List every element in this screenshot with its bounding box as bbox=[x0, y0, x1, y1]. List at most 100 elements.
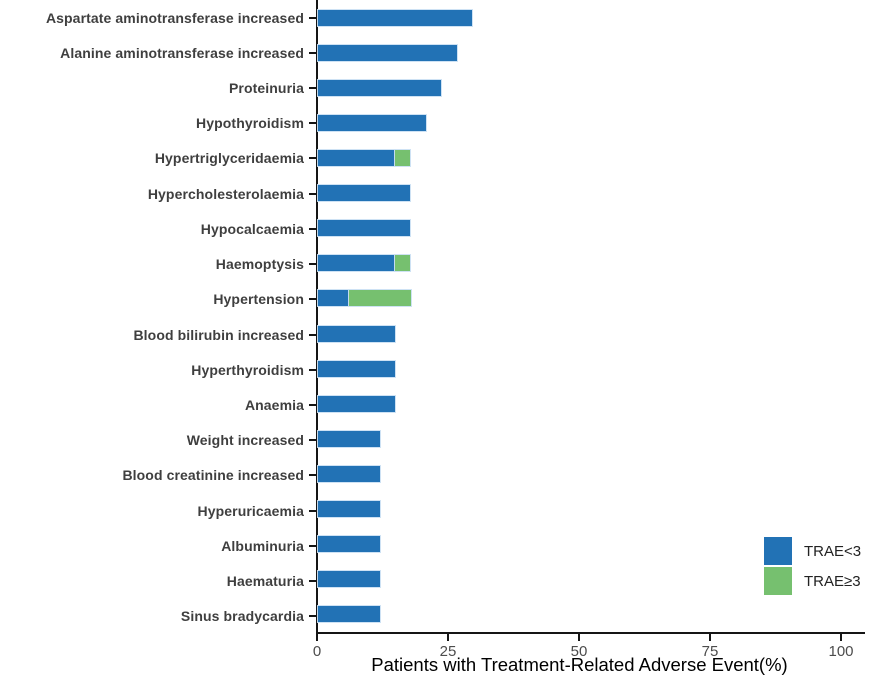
y-tick-mark bbox=[309, 122, 316, 125]
category-row: Aspartate aminotransferase increased bbox=[0, 0, 316, 35]
bar-segment-trae-lt3 bbox=[318, 290, 349, 307]
category-label: Blood bilirubin increased bbox=[133, 326, 304, 343]
y-tick-mark bbox=[309, 333, 316, 336]
bar-segment-trae-lt3 bbox=[318, 149, 395, 166]
category-label: Hypertension bbox=[213, 291, 304, 308]
category-row: Hypertension bbox=[0, 282, 316, 317]
x-tick-label: 0 bbox=[312, 643, 322, 660]
bar-segment-trae-ge3 bbox=[348, 290, 411, 307]
y-tick-mark bbox=[309, 298, 316, 301]
bar-segment-trae-lt3 bbox=[318, 255, 395, 272]
bar-row bbox=[318, 281, 865, 316]
y-tick-mark bbox=[309, 51, 316, 54]
bar-row bbox=[318, 421, 865, 456]
bar-segment-trae-lt3 bbox=[318, 220, 411, 237]
y-tick-mark bbox=[309, 368, 316, 371]
x-axis: 0 25 50 75 100 bbox=[312, 634, 863, 668]
bar-row bbox=[318, 35, 865, 70]
y-tick-mark bbox=[309, 16, 316, 19]
bar-row bbox=[318, 140, 865, 175]
y-tick-mark bbox=[309, 509, 316, 512]
bar-segment-trae-lt3 bbox=[318, 44, 457, 61]
bar-row bbox=[318, 351, 865, 386]
y-tick-mark bbox=[309, 404, 316, 407]
category-label: Sinus bradycardia bbox=[180, 608, 304, 625]
y-tick-mark bbox=[309, 544, 316, 547]
bar-segment-trae-lt3 bbox=[318, 430, 380, 447]
category-label: Alanine aminotransferase increased bbox=[60, 44, 304, 61]
category-row: Hypothyroidism bbox=[0, 106, 316, 141]
category-row: Blood bilirubin increased bbox=[0, 317, 316, 352]
x-axis-title: Patients with Treatment-Related Adverse … bbox=[371, 654, 788, 675]
bar-segment-trae-lt3 bbox=[318, 360, 395, 377]
bar-row bbox=[318, 105, 865, 140]
category-label: Hyperthyroidism bbox=[191, 361, 304, 378]
bar-segment-trae-lt3 bbox=[318, 325, 395, 342]
y-tick-mark bbox=[309, 157, 316, 160]
bar-segment-trae-lt3 bbox=[318, 536, 380, 553]
bar-row bbox=[318, 527, 865, 562]
category-label: Weight increased bbox=[186, 432, 304, 449]
bar-row bbox=[318, 176, 865, 211]
legend-swatch bbox=[764, 567, 792, 595]
bar-segment-trae-lt3 bbox=[318, 395, 395, 412]
category-label: Hypocalcaemia bbox=[200, 220, 304, 237]
category-row: Weight increased bbox=[0, 423, 316, 458]
category-row: Haematuria bbox=[0, 564, 316, 599]
category-row: Albuminuria bbox=[0, 528, 316, 563]
bar-row bbox=[318, 562, 865, 597]
legend-label: TRAE≥3 bbox=[804, 572, 861, 590]
category-label: Haematuria bbox=[226, 573, 304, 590]
bar-row bbox=[318, 456, 865, 491]
category-row: Hypercholesterolaemia bbox=[0, 176, 316, 211]
legend-item: TRAE<3 bbox=[764, 537, 861, 565]
bar-row bbox=[318, 597, 865, 632]
y-tick-mark bbox=[309, 615, 316, 618]
bar-segment-trae-ge3 bbox=[395, 255, 411, 272]
bar-row bbox=[318, 386, 865, 421]
category-label: Proteinuria bbox=[228, 80, 304, 97]
x-tick-label: 100 bbox=[828, 643, 854, 660]
category-row: Hyperthyroidism bbox=[0, 352, 316, 387]
category-label: Albuminuria bbox=[221, 537, 304, 554]
y-tick-mark bbox=[309, 87, 316, 90]
category-label: Hypothyroidism bbox=[196, 115, 304, 132]
legend-swatch bbox=[764, 537, 792, 565]
plot-area bbox=[316, 0, 865, 634]
legend-item: TRAE≥3 bbox=[764, 567, 861, 595]
x-tick-mark bbox=[578, 634, 580, 641]
category-row: Alanine aminotransferase increased bbox=[0, 35, 316, 70]
bar-row bbox=[318, 0, 865, 35]
bar-segment-trae-lt3 bbox=[318, 79, 442, 96]
category-row: Haemoptysis bbox=[0, 247, 316, 282]
category-label: Hyperuricaemia bbox=[197, 502, 304, 519]
category-row: Hypocalcaemia bbox=[0, 211, 316, 246]
category-label: Hypertriglyceridaemia bbox=[154, 150, 304, 167]
y-tick-mark bbox=[309, 580, 316, 583]
category-row: Anaemia bbox=[0, 387, 316, 422]
legend-label: TRAE<3 bbox=[804, 542, 862, 560]
category-label: Anaemia bbox=[244, 397, 304, 414]
bar-segment-trae-lt3 bbox=[318, 465, 380, 482]
category-row: Proteinuria bbox=[0, 70, 316, 105]
x-tick-label: 50 bbox=[570, 643, 588, 660]
category-label: Aspartate aminotransferase increased bbox=[45, 9, 304, 26]
y-tick-mark bbox=[309, 192, 316, 195]
bar-row bbox=[318, 316, 865, 351]
legend: TRAE<3 TRAE≥3 bbox=[764, 537, 861, 595]
category-row: Hyperuricaemia bbox=[0, 493, 316, 528]
bar-row bbox=[318, 70, 865, 105]
y-tick-mark bbox=[309, 439, 316, 442]
bar-segment-trae-lt3 bbox=[318, 185, 411, 202]
bar-segment-trae-lt3 bbox=[318, 501, 380, 518]
category-row: Sinus bradycardia bbox=[0, 599, 316, 634]
category-label: Hypercholesterolaemia bbox=[147, 185, 304, 202]
category-row: Hypertriglyceridaemia bbox=[0, 141, 316, 176]
bar-segment-trae-lt3 bbox=[318, 606, 380, 623]
y-tick-mark bbox=[309, 474, 316, 477]
bar-segment-trae-ge3 bbox=[395, 149, 411, 166]
x-tick-label: 75 bbox=[701, 643, 719, 660]
x-tick-label: 25 bbox=[439, 643, 457, 660]
x-tick-mark bbox=[709, 634, 711, 641]
y-axis-labels: Aspartate aminotransferase increased Alan… bbox=[0, 0, 316, 634]
